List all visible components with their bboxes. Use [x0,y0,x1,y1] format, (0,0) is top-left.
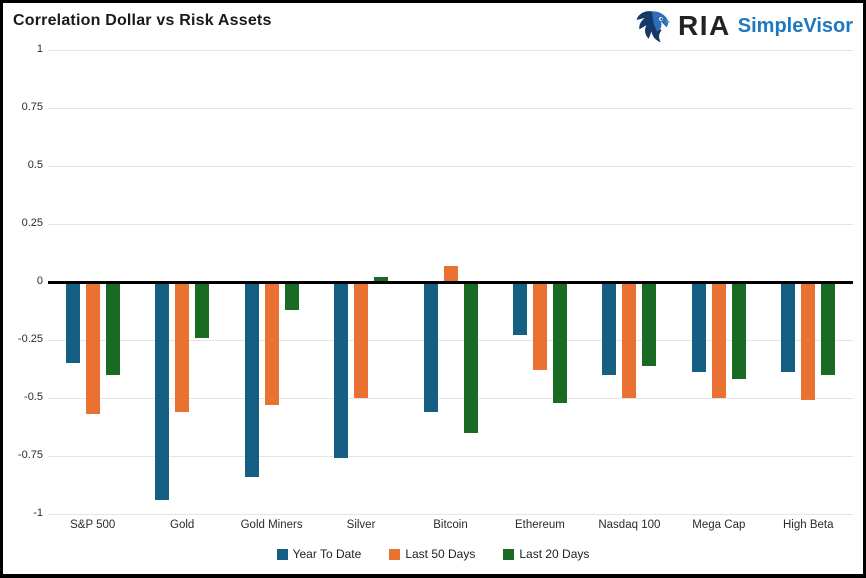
bar-chart: 1 0.75 0.5 0.25 0 -0.25 -0.5 -0.75 -1 S&P 500 Gold… [3,3,863,543]
gridline [48,50,853,51]
gridline [48,224,853,225]
gridline [48,166,853,167]
y-axis-tick-label: -0.75 [17,449,43,461]
bar-mega-cap-last-50-days [711,282,726,398]
gridline [48,108,853,109]
brand-simplevisor-text: SimpleVisor [737,15,853,37]
chart-title: Correlation Dollar vs Risk Assets [13,12,272,29]
x-axis-category-label: Gold [170,519,195,531]
bar-silver-last-50-days [354,282,369,398]
y-axis-tick-label: 0.75 [21,101,43,113]
legend-label: Last 20 Days [519,547,590,561]
y-axis-tick-label: -1 [33,507,43,519]
bar-high-beta-last-50-days [801,282,816,401]
bar-silver-last-20-days [374,277,389,282]
y-axis-tick-label: 1 [36,43,43,55]
legend-swatch-icon [389,548,401,560]
bar-s-p-500-last-20-days [105,282,120,375]
bar-ethereum-last-50-days [532,282,547,371]
legend-swatch-icon [503,548,515,560]
eagle-head-icon [635,10,671,43]
x-axis-category-label: Bitcoin [433,519,468,531]
bar-mega-cap-last-20-days [731,282,746,380]
x-axis-category-label: Gold Miners [240,519,303,531]
gridline [48,398,853,399]
gridline [48,514,853,515]
bar-nasdaq-100-last-50-days [622,282,637,398]
y-axis-tick-label: -0.5 [24,391,43,403]
bar-gold-miners-last-20-days [284,282,299,310]
y-axis-tick-label: -0.25 [17,333,43,345]
bar-gold-last-20-days [195,282,210,338]
bar-s-p-500-last-50-days [85,282,100,415]
bar-gold-miners-year-to-date [244,282,259,477]
zero-axis-line [48,281,853,284]
legend-item-last-50-days: Last 50 Days [389,547,475,561]
bar-bitcoin-year-to-date [423,282,438,412]
x-axis-category-label: High Beta [783,519,834,531]
y-axis-tick-label: 0.5 [27,159,43,171]
brand-logo: RIA SimpleVisor [635,9,853,43]
legend-item-year-to-date: Year To Date [276,547,362,561]
chart-legend: Year To Date Last 50 Days Last 20 Days [3,547,863,561]
x-axis-category-label: S&P 500 [70,519,116,531]
brand-ria-text: RIA [678,10,731,41]
bar-bitcoin-last-50-days [443,265,458,282]
legend-label: Last 50 Days [405,547,476,561]
bar-high-beta-last-20-days [821,282,836,375]
bar-ethereum-last-20-days [552,282,567,403]
bar-nasdaq-100-last-20-days [642,282,657,366]
y-axis-tick-label: 0.25 [21,217,43,229]
bar-high-beta-year-to-date [781,282,796,373]
x-axis-category-label: Silver [346,519,376,531]
legend-swatch-icon [276,548,288,560]
gridline [48,456,853,457]
bar-s-p-500-year-to-date [65,282,80,364]
x-axis-category-label: Ethereum [515,519,565,531]
bar-bitcoin-last-20-days [463,282,478,433]
y-axis-tick-label: 0 [36,275,43,287]
bar-gold-miners-last-50-days [264,282,279,405]
bar-ethereum-year-to-date [512,282,527,336]
bar-nasdaq-100-year-to-date [602,282,617,375]
legend-item-last-20-days: Last 20 Days [503,547,589,561]
bar-gold-year-to-date [155,282,170,501]
bar-gold-last-50-days [175,282,190,412]
legend-label: Year To Date [292,547,362,561]
bar-silver-year-to-date [334,282,349,459]
x-axis-category-label: Mega Cap [692,519,746,531]
gridline [48,340,853,341]
x-axis-category-label: Nasdaq 100 [598,519,661,531]
bar-mega-cap-year-to-date [691,282,706,373]
